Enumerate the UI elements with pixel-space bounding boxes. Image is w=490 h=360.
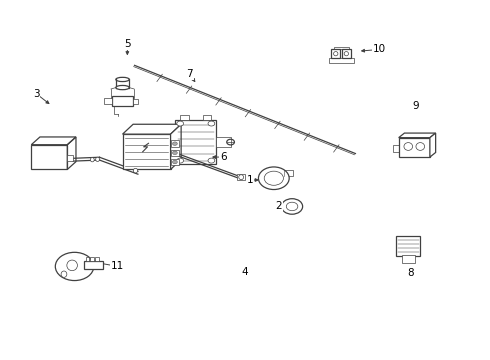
Bar (342, 49, 351, 58)
Bar (122, 134, 171, 170)
Bar (112, 96, 133, 106)
Text: 11: 11 (111, 261, 124, 271)
Bar (237, 174, 245, 180)
Circle shape (208, 158, 215, 163)
Bar (216, 137, 231, 147)
Bar (203, 115, 211, 120)
Text: 7: 7 (187, 69, 193, 79)
Ellipse shape (116, 85, 129, 90)
Ellipse shape (96, 157, 99, 162)
Bar (90, 257, 94, 261)
Circle shape (172, 160, 177, 164)
Text: 10: 10 (373, 45, 386, 54)
Ellipse shape (416, 143, 425, 150)
Text: 4: 4 (242, 267, 248, 277)
Text: 6: 6 (220, 152, 227, 162)
Bar (175, 120, 216, 164)
Text: 5: 5 (124, 39, 131, 49)
Bar (31, 145, 67, 170)
Bar (180, 115, 189, 120)
Ellipse shape (404, 143, 413, 150)
Circle shape (227, 139, 234, 145)
Circle shape (258, 167, 289, 189)
Text: 2: 2 (275, 202, 282, 211)
Text: 9: 9 (412, 101, 419, 111)
Bar (399, 138, 430, 157)
Bar (171, 150, 179, 156)
Circle shape (281, 199, 303, 214)
Circle shape (208, 121, 215, 126)
Ellipse shape (344, 51, 348, 56)
Circle shape (172, 151, 177, 154)
Bar (329, 58, 354, 63)
Text: 1: 1 (246, 175, 253, 185)
Bar (331, 49, 340, 58)
Ellipse shape (67, 260, 77, 271)
Ellipse shape (90, 158, 94, 162)
Bar (396, 237, 420, 256)
Circle shape (177, 158, 184, 163)
Text: 8: 8 (407, 269, 414, 279)
Polygon shape (399, 133, 436, 138)
Bar (95, 257, 98, 261)
Bar (84, 261, 103, 269)
Ellipse shape (133, 168, 138, 173)
Polygon shape (122, 124, 181, 134)
Bar (334, 47, 349, 49)
Bar (393, 145, 399, 152)
Bar (133, 99, 138, 104)
Ellipse shape (116, 77, 129, 82)
Bar (104, 98, 112, 104)
Circle shape (264, 171, 283, 185)
Ellipse shape (334, 51, 338, 56)
Circle shape (172, 142, 177, 145)
Ellipse shape (61, 271, 67, 277)
Bar (402, 255, 415, 263)
Bar (171, 159, 179, 165)
Text: 3: 3 (33, 89, 39, 99)
Circle shape (55, 252, 94, 280)
Polygon shape (171, 124, 181, 170)
Bar (171, 140, 179, 147)
Polygon shape (430, 133, 436, 157)
Bar (67, 156, 73, 161)
Bar (86, 257, 89, 261)
Circle shape (177, 121, 184, 126)
Bar (280, 170, 293, 176)
Ellipse shape (239, 175, 244, 180)
Circle shape (286, 202, 298, 211)
